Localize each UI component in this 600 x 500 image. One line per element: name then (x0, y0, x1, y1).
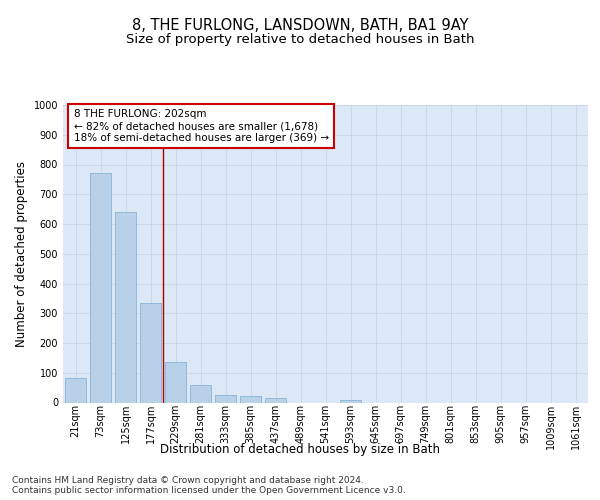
Text: 8, THE FURLONG, LANSDOWN, BATH, BA1 9AY: 8, THE FURLONG, LANSDOWN, BATH, BA1 9AY (132, 18, 468, 34)
Bar (165, 362, 186, 403)
Bar (140, 304, 161, 402)
Bar (65, 378, 86, 402)
Bar (90, 174, 111, 402)
Bar (190, 384, 211, 402)
Bar (240, 396, 261, 402)
Bar (115, 212, 136, 402)
Text: Distribution of detached houses by size in Bath: Distribution of detached houses by size … (160, 442, 440, 456)
Text: 8 THE FURLONG: 202sqm
← 82% of detached houses are smaller (1,678)
18% of semi-d: 8 THE FURLONG: 202sqm ← 82% of detached … (74, 110, 329, 142)
Text: Size of property relative to detached houses in Bath: Size of property relative to detached ho… (126, 32, 474, 46)
Bar (265, 398, 286, 402)
Text: Contains HM Land Registry data © Crown copyright and database right 2024.
Contai: Contains HM Land Registry data © Crown c… (12, 476, 406, 495)
Bar (215, 395, 236, 402)
Bar (340, 400, 361, 402)
Y-axis label: Number of detached properties: Number of detached properties (15, 161, 28, 347)
